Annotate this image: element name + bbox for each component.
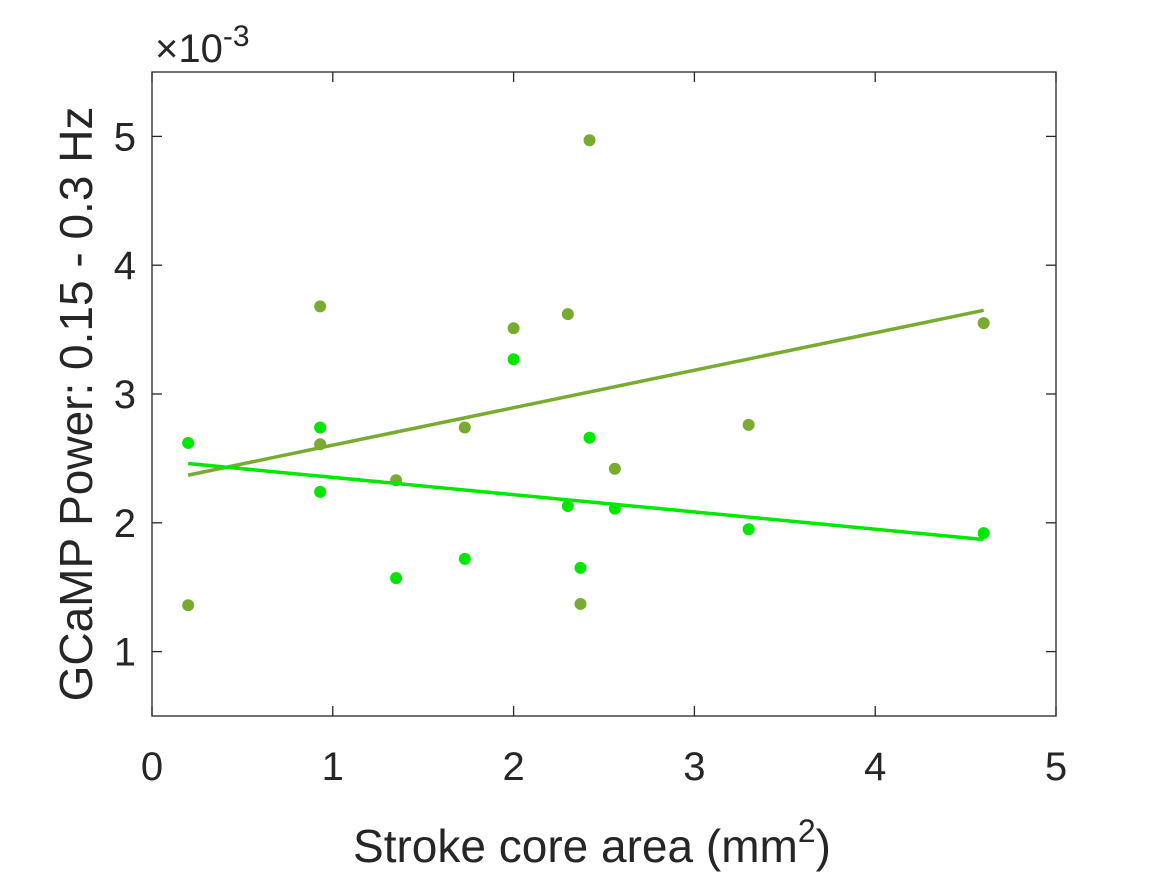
data-point <box>561 308 574 321</box>
data-point <box>314 485 327 498</box>
x-tick-label: 5 <box>1045 745 1067 789</box>
x-tick-label: 3 <box>683 745 705 789</box>
data-point <box>608 462 621 475</box>
plot-box <box>151 71 1057 717</box>
data-point <box>458 421 471 434</box>
x-axis-label-text: Stroke core area (mm <box>353 820 798 872</box>
data-point <box>742 523 755 536</box>
data-point <box>182 599 195 612</box>
data-point <box>182 436 195 449</box>
data-point <box>977 527 990 540</box>
data-point <box>561 500 574 513</box>
y-tick-label: 4 <box>114 244 136 288</box>
data-point <box>507 322 520 335</box>
x-axis-label-superscript: 2 <box>798 813 816 849</box>
y-axis-label: GCaMP Power: 0.15 - 0.3 Hz <box>50 107 102 702</box>
y-exponent-prefix: ×10 <box>155 27 223 71</box>
data-point <box>583 134 596 147</box>
data-point <box>574 597 587 610</box>
data-point <box>742 418 755 431</box>
y-tick-label: 2 <box>114 502 136 546</box>
series-2 <box>182 353 990 585</box>
data-point <box>574 561 587 574</box>
x-tick-label: 2 <box>502 745 524 789</box>
series-1 <box>182 134 990 612</box>
x-axis-label-suffix: ) <box>816 820 831 872</box>
x-tick-label: 4 <box>864 745 886 789</box>
data-point <box>314 421 327 434</box>
y-exponent-label: ×10-3 <box>155 20 250 71</box>
y-tick-label: 3 <box>114 373 136 417</box>
y-tick-label: 1 <box>114 631 136 675</box>
marks-layer <box>182 134 990 612</box>
x-tick-label: 1 <box>322 745 344 789</box>
y-tick-label: 5 <box>114 115 136 159</box>
y-exponent-value: -3 <box>223 20 250 53</box>
data-point <box>390 572 403 585</box>
ticks-layer: 0 1 2 3 4 5 1 2 3 4 5 <box>114 72 1067 789</box>
data-point <box>314 300 327 313</box>
x-tick-label: 0 <box>141 745 163 789</box>
x-axis-label: Stroke core area (mm2) <box>353 813 831 872</box>
fit-line <box>187 461 984 542</box>
data-point <box>507 353 520 366</box>
fit-line <box>187 308 985 477</box>
data-point <box>458 552 471 565</box>
data-point <box>583 431 596 444</box>
data-point <box>977 317 990 330</box>
